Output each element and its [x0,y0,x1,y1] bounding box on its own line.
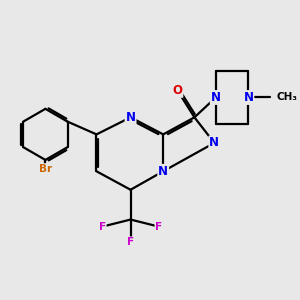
Text: CH₃: CH₃ [277,92,298,103]
Text: F: F [127,237,134,247]
Text: N: N [243,91,254,104]
Text: N: N [158,165,168,178]
Text: N: N [211,91,221,104]
Text: O: O [172,84,182,97]
Text: Br: Br [39,164,52,174]
Text: N: N [126,111,136,124]
Text: F: F [155,222,163,232]
Text: F: F [99,222,106,232]
Text: N: N [209,136,219,149]
